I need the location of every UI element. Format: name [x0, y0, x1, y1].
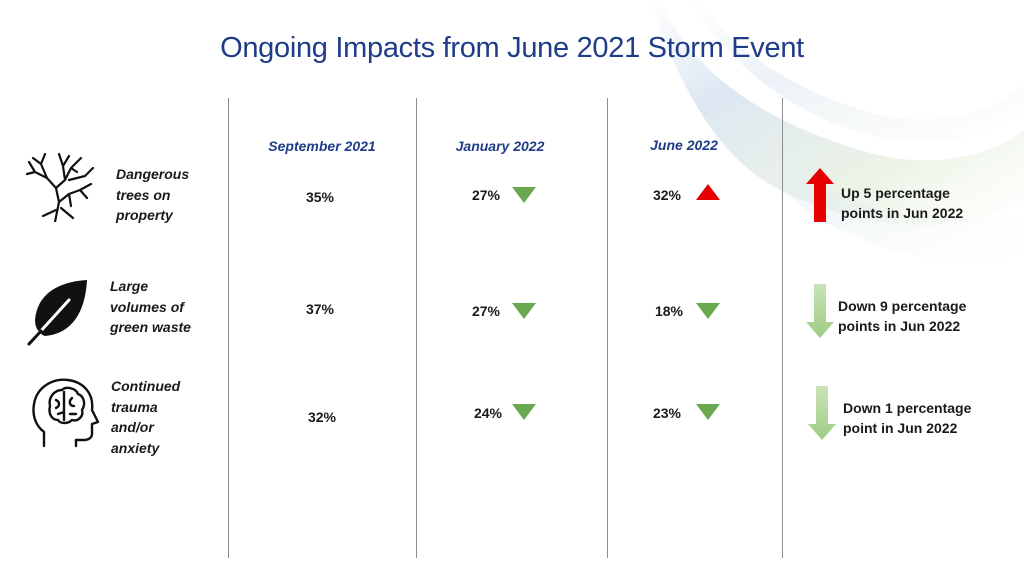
value-waste-sep-2021: 37% — [305, 301, 335, 317]
down-triangle-icon — [512, 303, 536, 319]
value-trees-jan-2022: 27% — [471, 187, 501, 203]
row-label-line: trauma — [111, 398, 158, 415]
summary-line: Down 9 percentage — [838, 298, 967, 314]
row-label-line: trees on — [116, 186, 171, 203]
up-arrow-icon — [806, 168, 834, 222]
summary-line: Up 5 percentage — [841, 185, 950, 201]
column-header-jan-2022: January 2022 — [455, 138, 545, 154]
value-trauma-sep-2021: 32% — [307, 409, 337, 425]
head-brain-icon — [32, 378, 100, 448]
slide-title: Ongoing Impacts from June 2021 Storm Eve… — [220, 32, 804, 64]
row-label-trauma: Continued trauma and/or anxiety — [111, 376, 180, 458]
summary-trees: Up 5 percentage points in Jun 2022 — [841, 183, 963, 223]
summary-waste: Down 9 percentage points in Jun 2022 — [838, 296, 966, 336]
row-label-line: anxiety — [111, 439, 160, 456]
row-label-line: property — [116, 207, 173, 223]
value-waste-jun-2022: 18% — [654, 303, 684, 319]
summary-trauma: Down 1 percentage point in Jun 2022 — [843, 398, 971, 438]
column-divider — [607, 98, 608, 558]
column-divider — [416, 98, 417, 558]
value-trees-jun-2022: 32% — [652, 187, 682, 203]
dead-tree-icon — [25, 152, 95, 222]
value-trees-sep-2021: 35% — [305, 189, 335, 205]
down-arrow-icon — [808, 386, 836, 440]
summary-line: Down 1 percentage — [843, 400, 972, 416]
column-divider — [228, 98, 229, 558]
summary-line: point in Jun 2022 — [843, 420, 958, 436]
column-divider — [782, 98, 783, 558]
value-waste-jan-2022: 27% — [471, 303, 501, 319]
value-trauma-jan-2022: 24% — [473, 405, 503, 421]
up-triangle-icon — [696, 184, 720, 200]
row-label-line: Dangerous — [116, 166, 190, 182]
row-label-line: Continued — [111, 378, 181, 394]
column-header-sep-2021: September 2021 — [268, 138, 376, 154]
down-arrow-icon — [806, 284, 834, 338]
row-label-green-waste: Large volumes of green waste — [110, 276, 191, 338]
row-label-line: Large — [110, 278, 149, 294]
down-triangle-icon — [696, 303, 720, 319]
row-label-line: green waste — [110, 319, 191, 335]
down-triangle-icon — [512, 404, 536, 420]
down-triangle-icon — [512, 187, 536, 203]
summary-line: points in Jun 2022 — [838, 318, 961, 334]
leaf-icon — [27, 280, 87, 346]
row-label-line: volumes of — [110, 298, 184, 315]
row-label-dangerous-trees: Dangerous trees on property — [116, 164, 189, 226]
value-trauma-jun-2022: 23% — [652, 405, 682, 421]
summary-line: points in Jun 2022 — [841, 205, 964, 221]
row-label-line: and/or — [111, 419, 154, 435]
column-header-jun-2022: June 2022 — [650, 137, 718, 153]
down-triangle-icon — [696, 404, 720, 420]
